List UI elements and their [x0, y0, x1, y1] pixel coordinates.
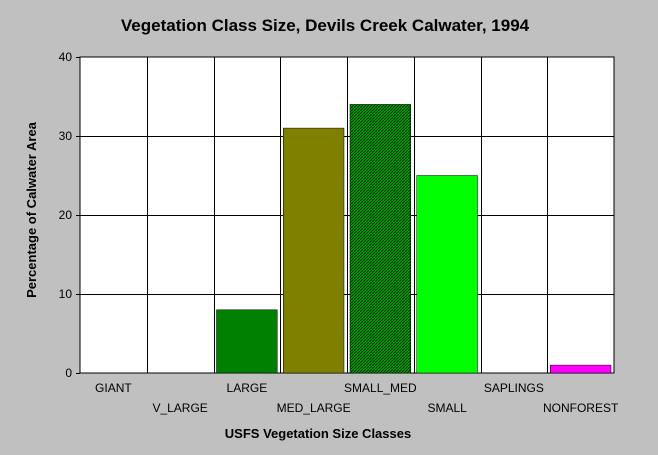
x-category-label: SMALL — [427, 401, 467, 415]
y-tick-label: 40 — [59, 50, 73, 64]
x-category-label: MED_LARGE — [277, 401, 351, 415]
chart-title: Vegetation Class Size, Devils Creek Calw… — [121, 16, 530, 35]
grid-lines — [80, 57, 614, 373]
x-category-label: LARGE — [227, 381, 268, 395]
bar — [550, 364, 612, 374]
y-axis-ticks: 0 10 20 30 40 — [59, 50, 80, 380]
bar — [416, 175, 478, 374]
x-category-label: GIANT — [95, 381, 132, 395]
bar — [216, 309, 278, 374]
x-category-label: V_LARGE — [152, 401, 207, 415]
x-category-label: SMALL_MED — [344, 381, 417, 395]
y-tick-label: 0 — [65, 366, 72, 380]
bars — [216, 104, 612, 374]
y-tick-label: 10 — [59, 287, 73, 301]
x-axis-label: USFS Vegetation Size Classes — [225, 426, 411, 441]
y-axis-label: Percentage of Calwater Area — [24, 121, 39, 298]
x-category-label: NONFOREST — [543, 401, 619, 415]
x-axis-categories: GIANT V_LARGE LARGE MED_LARGE SMALL_MED SMALL… — [95, 381, 619, 415]
bar — [349, 104, 411, 374]
y-tick-label: 30 — [59, 129, 73, 143]
x-category-label: SAPLINGS — [484, 381, 544, 395]
y-tick-label: 20 — [59, 208, 73, 222]
bar — [283, 127, 345, 374]
